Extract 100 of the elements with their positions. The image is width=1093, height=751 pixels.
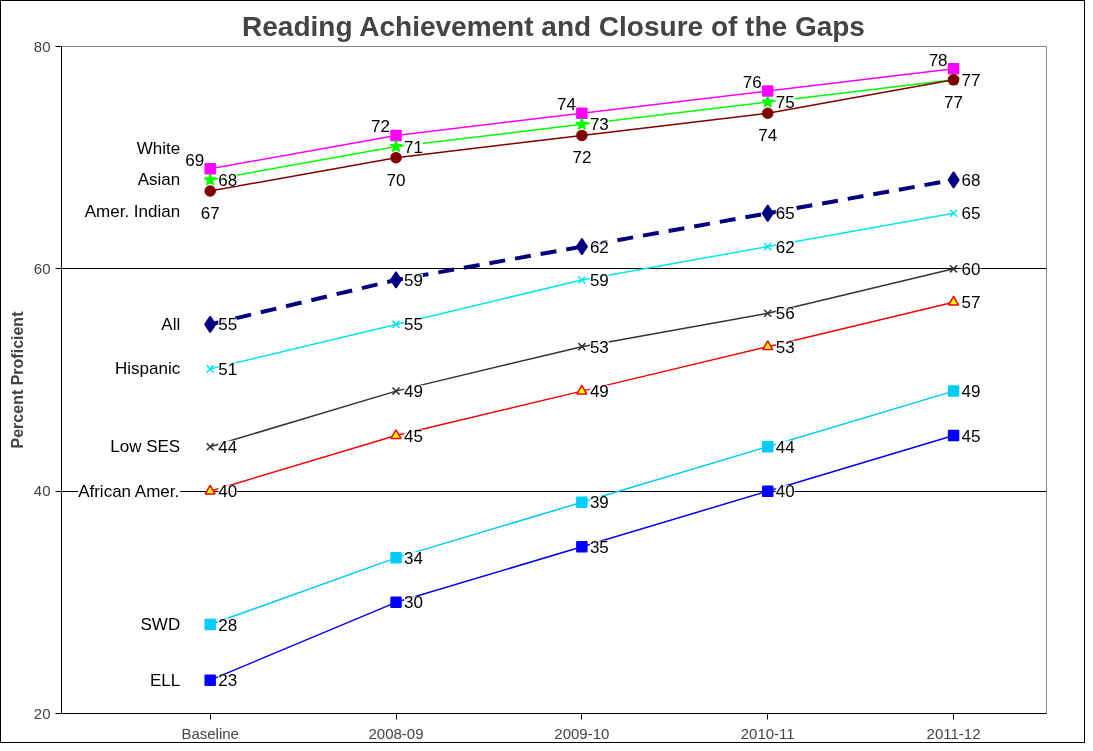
x-tick-label: 2011-12 — [926, 724, 981, 742]
point — [205, 364, 215, 374]
point — [390, 429, 402, 440]
x-tick-label: Baseline — [181, 724, 239, 742]
point — [390, 596, 402, 609]
point — [389, 139, 403, 153]
point — [576, 496, 588, 509]
data-label: 59 — [589, 270, 609, 290]
point — [763, 242, 773, 251]
data-label: 68 — [218, 170, 238, 190]
data-label: 49 — [961, 382, 981, 402]
point — [391, 386, 401, 396]
data-label: 77 — [944, 92, 964, 112]
data-label: 35 — [589, 537, 609, 557]
data-label: 75 — [775, 93, 795, 113]
data-label: 34 — [404, 548, 423, 568]
point — [576, 541, 588, 553]
data-label: 65 — [961, 204, 981, 224]
data-label: 60 — [961, 259, 981, 279]
data-label: 59 — [404, 270, 423, 290]
point — [763, 309, 773, 318]
data-label: 23 — [218, 671, 238, 691]
point — [390, 151, 402, 164]
data-label: 62 — [589, 237, 609, 257]
series-label: Hispanic — [114, 359, 181, 379]
point — [761, 440, 774, 453]
data-label: 40 — [218, 482, 238, 502]
data-label: 71 — [404, 137, 423, 157]
point — [204, 163, 216, 175]
y-tick-label: 60 — [33, 259, 51, 277]
y-tick-label: 20 — [33, 704, 51, 722]
data-label: 72 — [371, 117, 391, 137]
data-label: 65 — [775, 204, 795, 224]
point — [389, 271, 403, 289]
data-label: 40 — [775, 482, 795, 502]
point — [761, 485, 774, 497]
point — [761, 95, 775, 108]
data-label: 55 — [404, 315, 423, 335]
series-label: Asian — [137, 170, 181, 190]
data-label: 45 — [404, 426, 423, 446]
data-label: 62 — [775, 237, 795, 257]
point — [576, 384, 588, 395]
data-label: 67 — [200, 204, 220, 224]
point — [204, 618, 216, 631]
point — [204, 674, 216, 686]
point — [204, 185, 216, 197]
series-label: Low SES — [110, 437, 181, 457]
point — [949, 208, 958, 218]
point — [577, 342, 587, 351]
data-label: 74 — [758, 126, 778, 146]
point — [203, 173, 217, 186]
data-label: 51 — [218, 359, 238, 379]
data-label: 72 — [572, 148, 592, 168]
data-label: 76 — [742, 72, 762, 92]
point — [205, 442, 215, 451]
data-label: 49 — [404, 382, 423, 402]
point — [949, 264, 958, 274]
point — [391, 320, 401, 329]
point — [947, 62, 960, 75]
data-label: 45 — [961, 426, 981, 446]
x-tick-label: 2010-11 — [740, 724, 795, 742]
x-tick-label: 2008-09 — [368, 724, 424, 742]
data-label: 69 — [185, 150, 205, 170]
data-label: 57 — [961, 293, 981, 313]
chart-title: Reading Achievement and Closure of the Gaps — [242, 10, 865, 42]
data-label: 74 — [556, 95, 576, 115]
point — [390, 552, 402, 564]
data-label: 49 — [589, 382, 609, 402]
data-label: 53 — [589, 337, 609, 357]
series-label: ELL — [149, 670, 181, 690]
point — [761, 107, 774, 119]
data-label: 30 — [404, 593, 423, 613]
y-tick-label: 40 — [33, 482, 51, 500]
series-label: All — [161, 314, 181, 334]
data-label: 70 — [386, 170, 406, 190]
y-tick-label: 80 — [33, 37, 51, 55]
point — [761, 85, 774, 97]
series-label: Amer. Indian — [84, 201, 181, 221]
point — [947, 171, 960, 189]
point — [577, 275, 587, 285]
point — [390, 129, 402, 142]
point — [576, 107, 588, 119]
y-axis-title: Percent Proficient — [8, 310, 26, 449]
data-label: 56 — [775, 304, 795, 324]
point — [761, 340, 774, 351]
data-label: 77 — [961, 70, 981, 90]
data-label: 53 — [775, 337, 795, 357]
point — [576, 129, 588, 142]
point — [947, 295, 960, 306]
point — [204, 484, 216, 495]
point — [947, 429, 960, 442]
data-label: 55 — [218, 315, 238, 335]
x-tick-label: 2009-10 — [554, 724, 610, 742]
series-label: SWD — [140, 615, 181, 635]
data-label: 68 — [961, 170, 981, 190]
point — [575, 117, 589, 130]
series-label: White — [136, 139, 181, 159]
point — [761, 204, 774, 222]
data-label: 44 — [218, 437, 238, 457]
data-label: 39 — [589, 493, 609, 513]
